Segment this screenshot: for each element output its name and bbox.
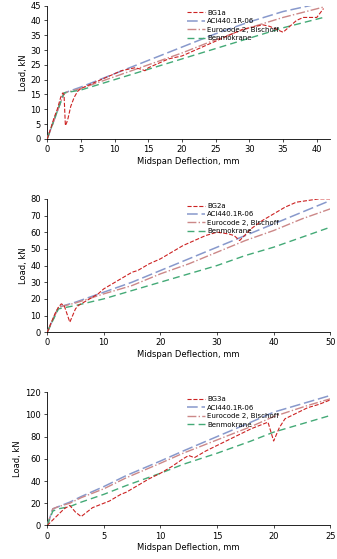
Y-axis label: Load, kN: Load, kN <box>19 247 28 284</box>
X-axis label: Midspan Deflection, mm: Midspan Deflection, mm <box>137 543 240 552</box>
Y-axis label: Load, kN: Load, kN <box>19 54 28 91</box>
Legend: BG2a, ACI440.1R-06, Eurocode 2, Bischoff, Benmokrane: BG2a, ACI440.1R-06, Eurocode 2, Bischoff… <box>187 202 280 235</box>
Y-axis label: Load, kN: Load, kN <box>13 440 22 477</box>
Legend: BG1a, ACI440.1R-06, Eurocode 2, Bischoff, Benmokrane: BG1a, ACI440.1R-06, Eurocode 2, Bischoff… <box>187 9 280 42</box>
X-axis label: Midspan Deflection, mm: Midspan Deflection, mm <box>137 157 240 166</box>
Legend: BG3a, ACI440.1R-06, Eurocode 2, Bischoff, Benmokrane: BG3a, ACI440.1R-06, Eurocode 2, Bischoff… <box>187 396 280 428</box>
X-axis label: Midspan Deflection, mm: Midspan Deflection, mm <box>137 350 240 359</box>
